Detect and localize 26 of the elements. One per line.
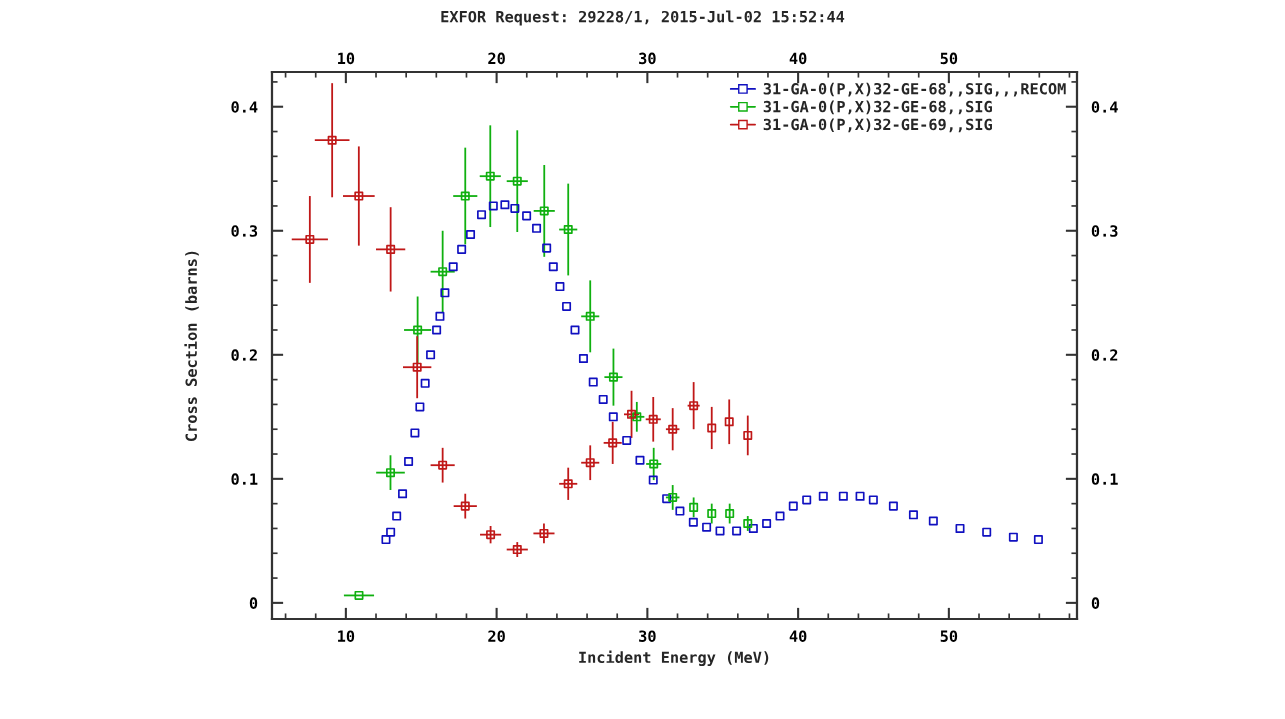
y-tick-label: 0.4: [231, 101, 258, 113]
chart-title: EXFOR Request: 29228/1, 2015-Jul-02 15:52:44: [441, 10, 845, 26]
y2-tick-label: 0: [1091, 597, 1100, 609]
y2-tick-label: 0.1: [1091, 473, 1118, 485]
x-tick-label: 40: [789, 52, 807, 65]
y2-tick-label: 0.3: [1091, 225, 1118, 237]
y-tick-label: 0.1: [231, 473, 258, 485]
x-tick-label: 50: [940, 52, 958, 65]
x2-tick-label: 20: [488, 630, 505, 642]
y-tick-label: 0.3: [231, 225, 258, 237]
legend-label: 31-GA-0(P,X)32-GE-68,,SIG: [763, 100, 992, 115]
x-tick-label: 10: [338, 52, 355, 65]
y-tick-label: 0.2: [231, 349, 257, 361]
x-axis-title: Incident Energy (MeV): [579, 650, 769, 667]
y-tick-label: 0: [249, 597, 258, 609]
x-tick-label: 20: [488, 52, 505, 65]
x2-tick-label: 30: [639, 630, 656, 642]
legend-label: 31-GA-0(P,X)32-GE-69,,SIG: [763, 118, 992, 133]
x2-tick-label: 10: [338, 630, 355, 642]
x2-tick-label: 50: [940, 630, 958, 642]
y-axis-title: Cross Section (barns): [184, 251, 199, 441]
y2-tick-label: 0.2: [1091, 349, 1118, 361]
x2-tick-label: 40: [789, 630, 807, 642]
legend-label: 31-GA-0(P,X)32-GE-68,,SIG,,,RECOM: [763, 82, 1066, 97]
y2-tick-label: 0.4: [1091, 101, 1118, 113]
x-tick-label: 30: [639, 52, 656, 65]
